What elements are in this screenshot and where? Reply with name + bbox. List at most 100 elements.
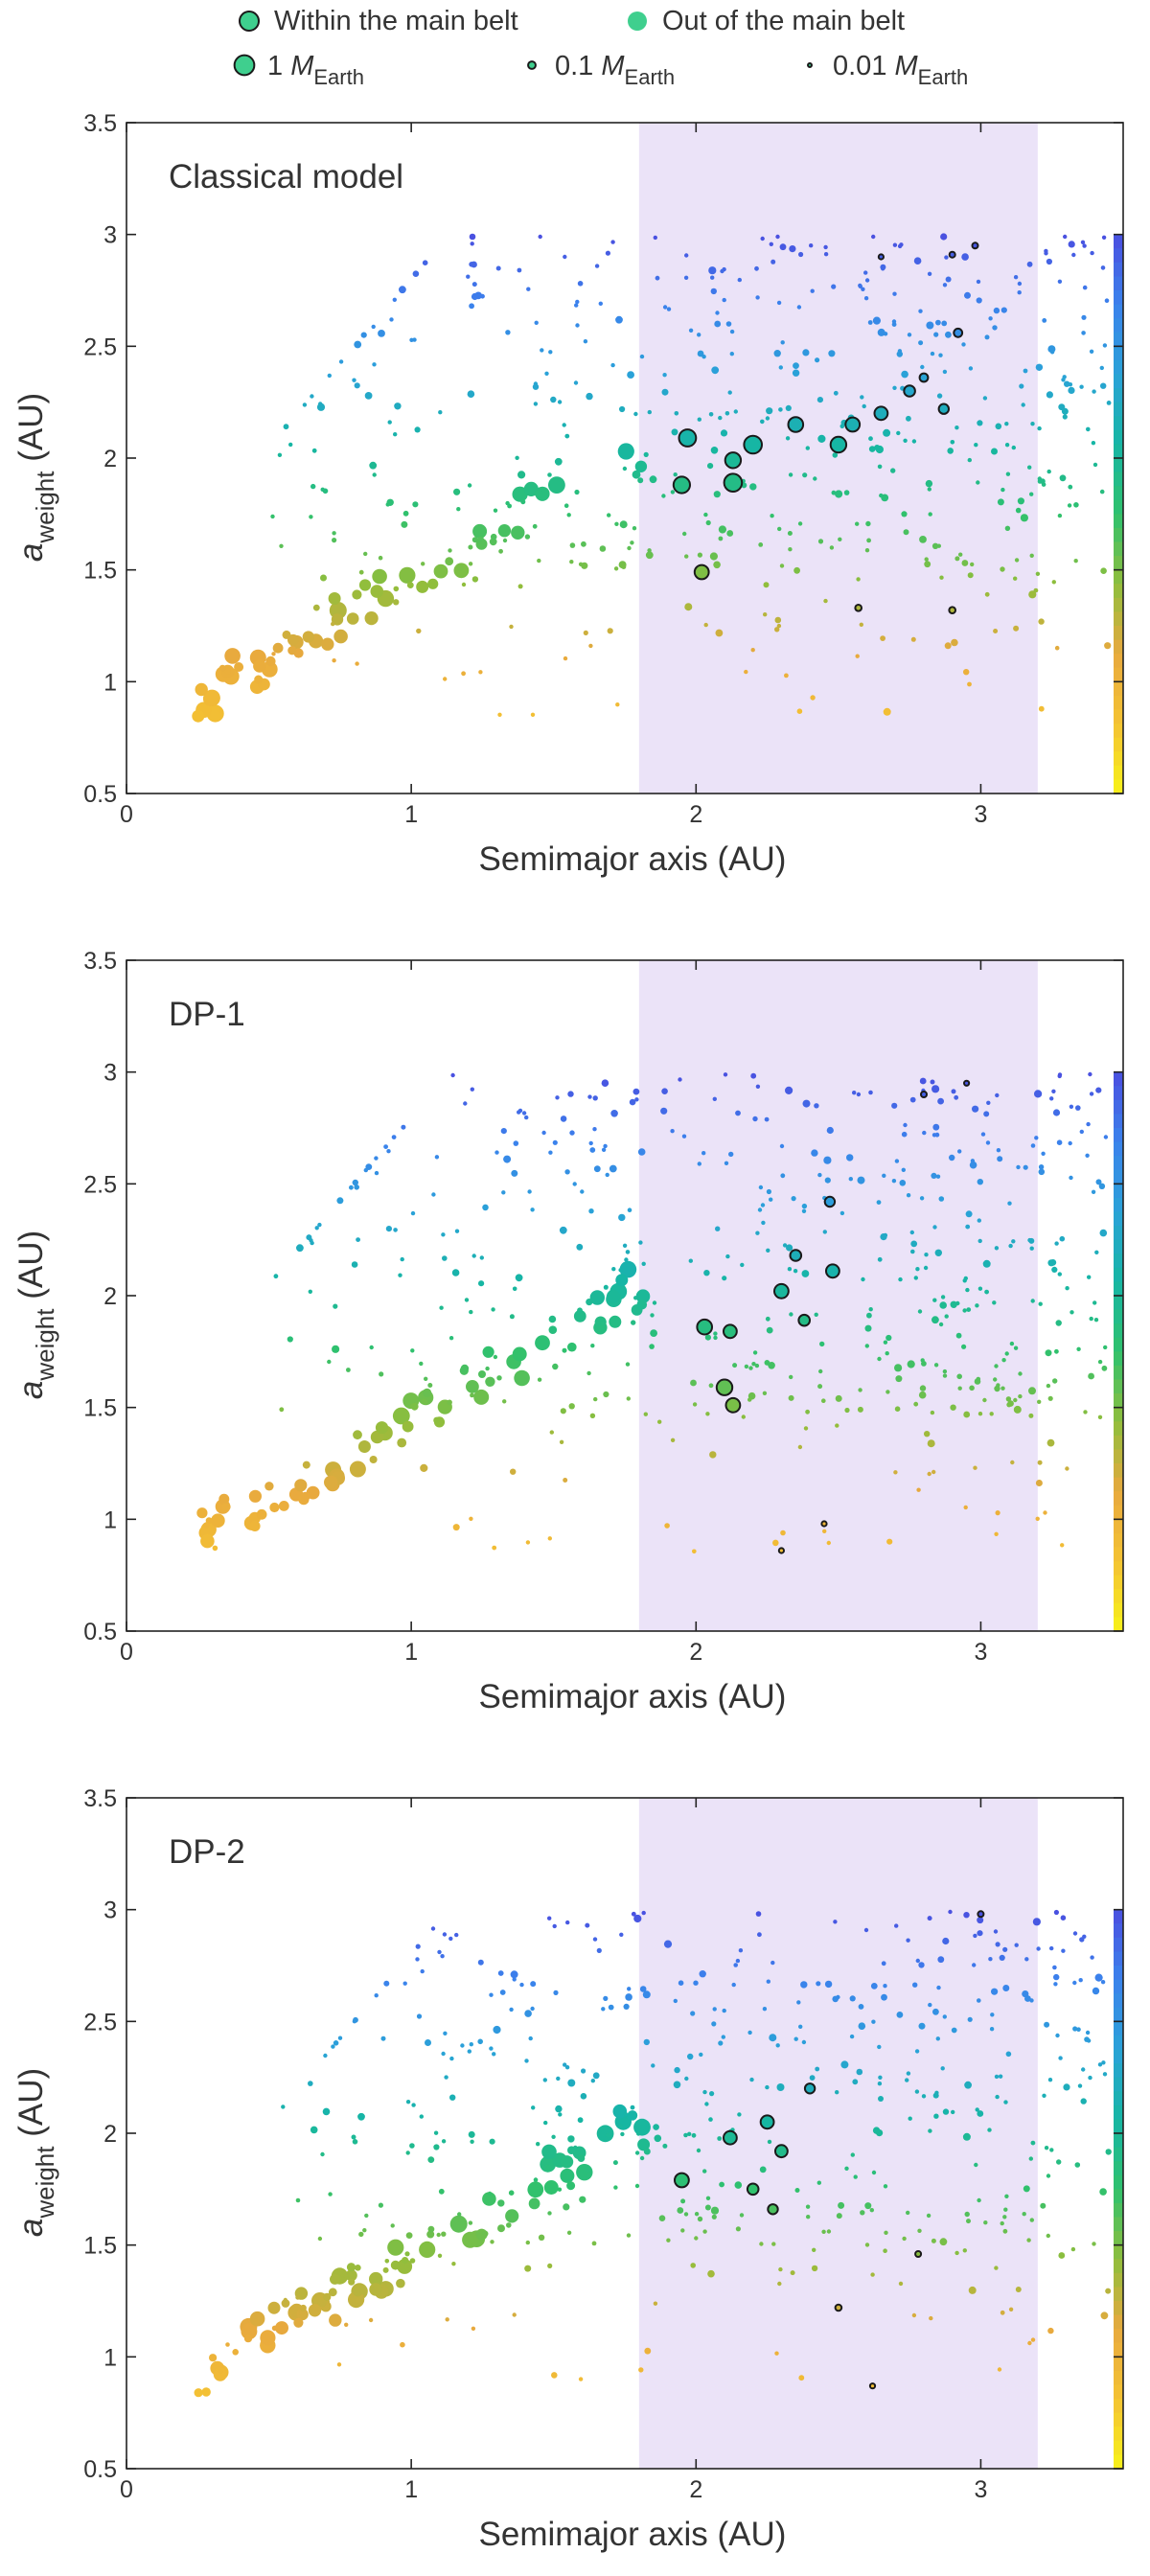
data-point (859, 622, 863, 627)
y-tick-label: 1.5 (83, 2233, 117, 2260)
data-point (796, 708, 803, 714)
colorbar-segment (1114, 1156, 1123, 1171)
data-point (720, 429, 728, 437)
data-point (996, 1383, 1000, 1388)
data-point (864, 548, 870, 553)
data-point (1008, 1243, 1013, 1249)
data-point (883, 1984, 887, 1989)
data-point (798, 2024, 803, 2029)
y-tick-label: 2.5 (83, 2009, 117, 2036)
data-point (897, 243, 903, 249)
data-point (1063, 234, 1068, 240)
data-point (622, 1243, 628, 1249)
size-marker (233, 54, 256, 77)
data-point (801, 1270, 810, 1277)
data-point (410, 1348, 415, 1353)
data-point (826, 1540, 831, 1546)
data-point (1101, 235, 1107, 240)
data-point (581, 2068, 586, 2074)
data-point (1002, 2215, 1007, 2220)
data-point (932, 1133, 937, 1138)
colorbar-segment (1114, 472, 1123, 487)
data-point (990, 2012, 995, 2017)
colorbar-segment (1114, 2091, 1123, 2106)
data-point (485, 1376, 495, 1388)
data-point (955, 1300, 960, 1306)
data-point (397, 2259, 413, 2274)
data-point (617, 443, 634, 460)
data-point (563, 2062, 567, 2067)
colorbar-segment (1114, 2287, 1123, 2302)
data-point (919, 1196, 925, 1201)
colorbar-segment (1114, 1128, 1123, 1143)
data-point (974, 443, 978, 448)
data-point (1001, 1358, 1006, 1363)
data-point (443, 677, 448, 681)
data-point (661, 1088, 668, 1094)
data-point (684, 603, 693, 611)
y-label-base: a (12, 2219, 50, 2237)
data-point (843, 490, 850, 495)
data-point (547, 2263, 553, 2268)
data-point (249, 1520, 261, 1531)
data-point (369, 2271, 383, 2287)
data-point (369, 1345, 374, 1350)
data-point (1015, 2287, 1022, 2292)
data-point (610, 240, 615, 244)
within-belt-point (820, 1520, 828, 1528)
data-point (951, 638, 958, 647)
data-point (248, 1489, 262, 1503)
data-point (732, 1363, 738, 1368)
data-point (354, 382, 360, 389)
data-point (787, 531, 793, 536)
data-point (749, 2077, 754, 2082)
data-point (1046, 1438, 1055, 1447)
data-point (993, 1377, 998, 1382)
data-point (631, 1911, 636, 1917)
data-point (596, 1947, 602, 1953)
x-tick-label: 3 (974, 2476, 987, 2503)
x-tick-label: 2 (689, 1639, 702, 1666)
y-label-unit: (AU) (12, 2068, 50, 2147)
data-point (496, 1375, 502, 1381)
colorbar-segment (1114, 626, 1123, 641)
data-point (977, 1179, 983, 1185)
y-tick-label: 0.5 (83, 1619, 117, 1645)
data-point (1052, 1109, 1061, 1116)
data-point (1106, 401, 1112, 405)
data-point (835, 2090, 840, 2095)
data-point (643, 2148, 651, 2155)
within-belt-point (903, 384, 916, 398)
colorbar-segment (1114, 304, 1123, 319)
data-point (954, 1094, 959, 1100)
data-point (906, 2071, 911, 2076)
data-point (1069, 1175, 1073, 1181)
data-point (977, 1917, 984, 1924)
data-point (564, 503, 569, 508)
scatter-points (196, 1071, 1109, 1554)
data-point (911, 2312, 917, 2318)
data-point (281, 2104, 286, 2109)
data-point (605, 250, 611, 256)
data-point (1103, 1345, 1108, 1350)
data-point (439, 1305, 444, 1310)
data-point (836, 2213, 842, 2220)
data-point (852, 2079, 859, 2085)
data-point (576, 1243, 584, 1251)
main-belt-band (638, 123, 1038, 794)
data-point (1049, 1259, 1057, 1266)
data-point (836, 1994, 840, 2000)
panel-title: Classical model (169, 158, 403, 196)
data-point (828, 350, 836, 357)
data-point (856, 2068, 863, 2076)
data-point (433, 564, 448, 579)
data-point (616, 1279, 622, 1285)
data-point (556, 2076, 561, 2082)
data-point (777, 2281, 782, 2287)
data-point (264, 1482, 274, 1491)
data-point (1086, 2038, 1092, 2043)
data-point (1100, 2312, 1109, 2320)
colorbar-segment (1114, 2161, 1123, 2176)
data-point (630, 540, 634, 545)
